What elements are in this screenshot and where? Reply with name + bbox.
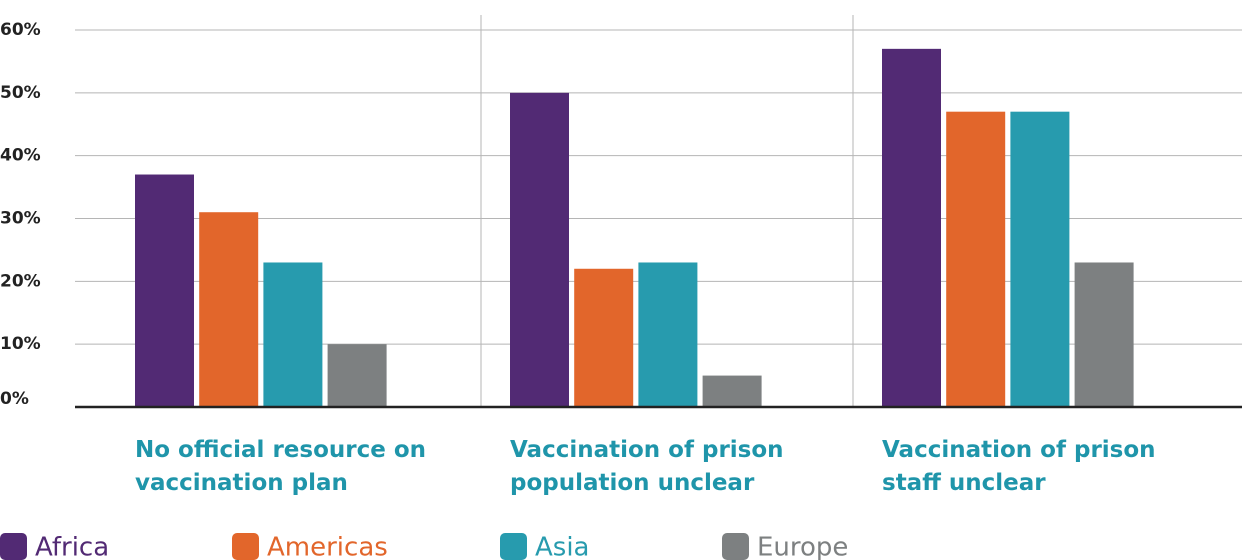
legend-swatch — [0, 533, 27, 560]
y-tick-label: 60% — [0, 20, 41, 40]
bar — [510, 92, 569, 407]
bar — [1074, 262, 1134, 407]
bar — [702, 375, 762, 407]
bar — [135, 174, 194, 407]
y-tick-label: 30% — [0, 209, 41, 229]
y-tick-label: 10% — [0, 334, 41, 354]
category-label: Vaccination of prison staff unclear — [882, 437, 1156, 496]
legend-label: Europe — [757, 533, 848, 560]
legend-swatch — [722, 533, 749, 560]
bar — [263, 262, 323, 407]
bar — [638, 262, 698, 407]
bar — [199, 212, 259, 407]
category-label: Vaccination of prison population unclear — [510, 437, 784, 496]
bar — [946, 111, 1006, 407]
legend-swatch — [232, 533, 259, 560]
category-label: No official resource on vaccination plan — [135, 437, 427, 496]
y-tick-label: 20% — [0, 271, 41, 291]
y-tick-label: 0% — [0, 389, 29, 409]
bar — [882, 48, 941, 407]
bar — [574, 268, 634, 407]
y-tick-label: 40% — [0, 146, 41, 166]
legend-label: Africa — [35, 533, 109, 560]
legend-swatch — [500, 533, 527, 560]
legend-label: Americas — [267, 533, 388, 560]
bar — [1010, 111, 1070, 407]
legend-label: Asia — [535, 533, 590, 560]
y-tick-label: 50% — [0, 83, 41, 103]
bar — [327, 344, 387, 407]
